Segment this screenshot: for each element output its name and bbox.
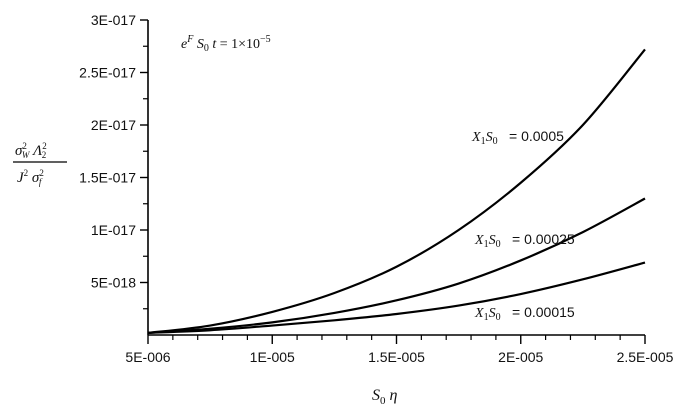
series-label-0-text: = 0.0005 xyxy=(509,128,564,144)
series-lines xyxy=(147,48,646,334)
y-axis-label-denominator: J2 σ2 f xyxy=(17,168,44,187)
series-label-2-text: = 0.00015 xyxy=(512,304,575,320)
series-line-1 xyxy=(147,197,646,334)
series-label-1-text: = 0.00025 xyxy=(512,231,575,247)
series-line-2 xyxy=(147,261,646,334)
y-tick-label-4: 2.5E-017 xyxy=(79,65,136,81)
x-tick-label-3: 2E-005 xyxy=(498,349,543,365)
y-axis-label: σ2 W Λ2 2 J2 σ2 f xyxy=(13,141,67,187)
x-tick-label-0: 5E-006 xyxy=(125,349,170,365)
series-label-2-symbol: X1S0 xyxy=(474,306,501,323)
x-axis-label: S0 η xyxy=(372,387,398,407)
chart-annotation: eF S0 t = 1×10−5 xyxy=(181,34,271,54)
y-tick-label-0: 5E-018 xyxy=(91,275,136,291)
series-label-1-symbol: X1S0 xyxy=(474,233,501,250)
y-tick-label-5: 3E-017 xyxy=(91,12,136,28)
y-tick-label-3: 2E-017 xyxy=(91,117,136,133)
axis-ticks xyxy=(140,19,646,344)
series-label-2: X1S0 = 0.00015 xyxy=(474,304,575,323)
y-tick-label-2: 1.5E-017 xyxy=(79,170,136,186)
series-label-0: X1S0 = 0.0005 xyxy=(471,128,564,147)
series-line-0 xyxy=(147,48,646,334)
x-tick-label-1: 1E-005 xyxy=(250,349,295,365)
x-tick-label-4: 2.5E-005 xyxy=(617,349,674,365)
axis-tick-labels: 5E-018 1E-017 1.5E-017 2E-017 2.5E-017 3E-017… xyxy=(79,12,673,365)
series-label-1: X1S0 = 0.00025 xyxy=(474,231,575,250)
y-axis-label-numerator: σ2 W Λ2 2 xyxy=(15,141,47,160)
y-tick-label-1: 1E-017 xyxy=(91,222,136,238)
series-label-0-symbol: X1S0 xyxy=(471,130,498,147)
x-tick-label-2: 1.5E-005 xyxy=(368,349,425,365)
